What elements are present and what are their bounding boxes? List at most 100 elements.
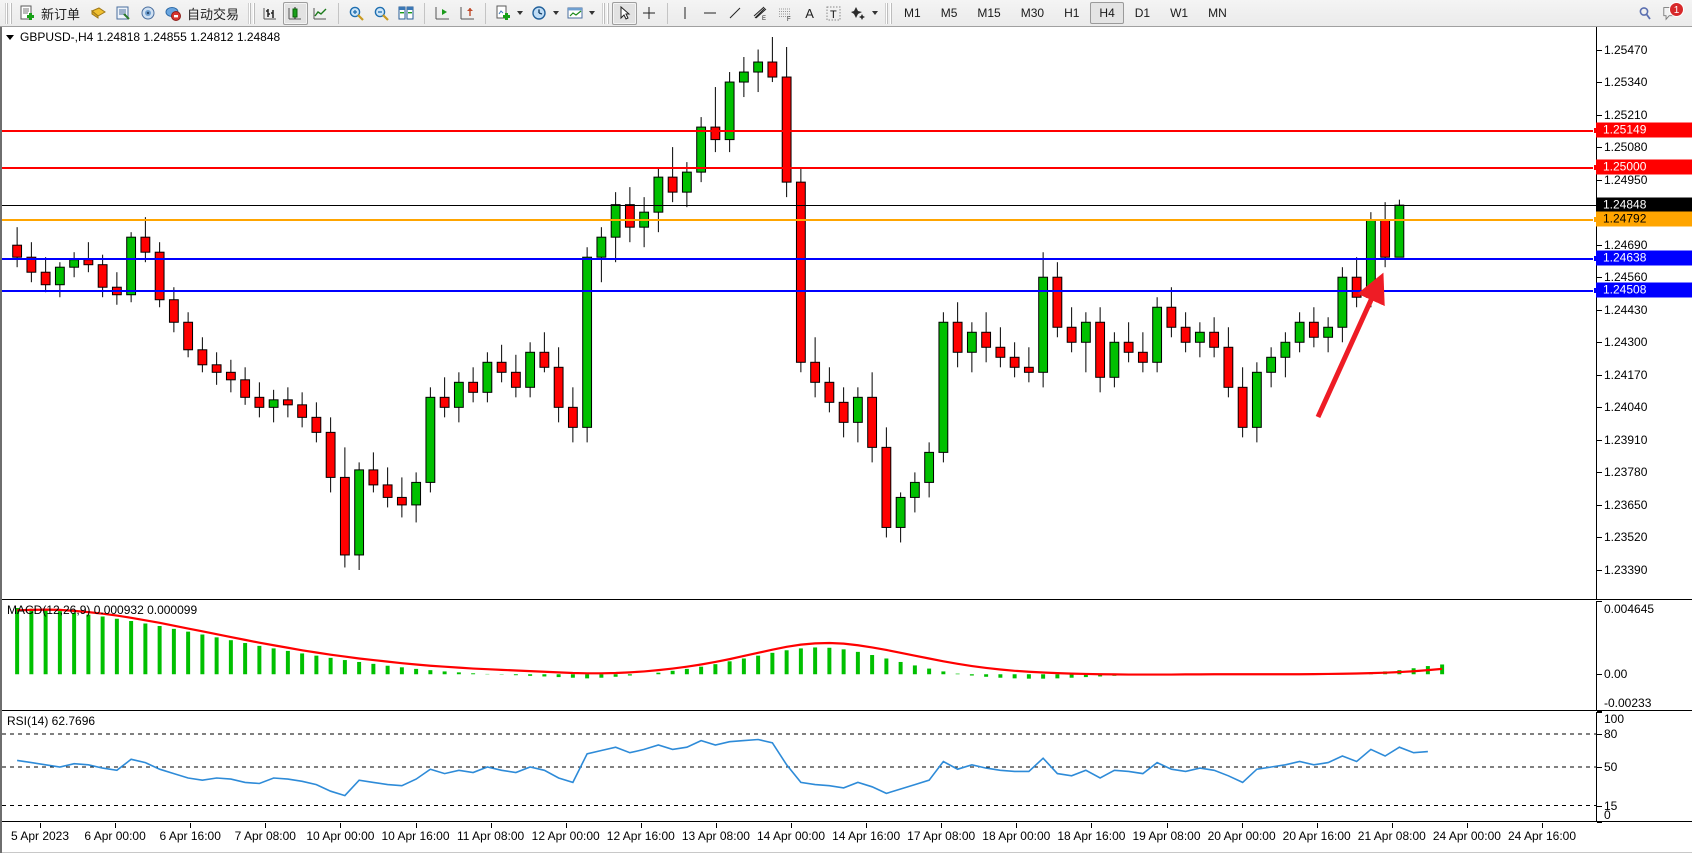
templates-button[interactable] — [563, 2, 599, 25]
time-tick — [265, 823, 267, 828]
templates-dropdown-arrow[interactable] — [589, 11, 596, 15]
horizontal-line-button[interactable] — [698, 2, 723, 25]
macd-series — [15, 608, 1445, 679]
text-label-icon: T — [826, 6, 841, 21]
search-button[interactable] — [1633, 2, 1658, 25]
macd-pane[interactable]: MACD(12,26,9) 0.000932 0.000099 0.004645… — [2, 601, 1692, 712]
toolbar-grip-lines[interactable] — [602, 2, 610, 24]
shapes-dropdown-arrow[interactable] — [872, 11, 879, 15]
level-line-handle[interactable] — [1593, 126, 1596, 134]
timeframe-button-h1[interactable]: H1 — [1064, 6, 1080, 20]
rsi-tick — [1597, 712, 1602, 713]
navigator-button[interactable] — [136, 2, 161, 25]
price-tick-label: 1.24430 — [1604, 302, 1648, 317]
price-tick-label: 1.24300 — [1604, 335, 1648, 350]
macd-axis[interactable]: 0.004645 0.00 -0.00233 — [1596, 601, 1692, 712]
price-tick — [1597, 179, 1602, 181]
period-dropdown-arrow[interactable] — [553, 11, 560, 15]
price-axis[interactable]: 1.25470 1.25340 1.25210 1.25080 1.24950 1.248… — [1596, 27, 1692, 599]
data-window-button[interactable] — [111, 2, 136, 25]
auto-trading-button[interactable]: 自动交易 — [161, 2, 245, 25]
toolbar-grip-periods[interactable] — [885, 2, 893, 24]
toolbar-grip-standard[interactable] — [5, 2, 12, 24]
level-line-handle[interactable] — [1593, 216, 1596, 224]
toolbar-grip-charts[interactable] — [248, 2, 256, 24]
toolbar-separator-1 — [338, 2, 340, 24]
time-tick — [1091, 823, 1093, 828]
shapes-button[interactable] — [846, 2, 882, 25]
text-label-button[interactable]: T — [821, 2, 846, 25]
timeframe-button-h4[interactable]: H4 — [1090, 2, 1124, 24]
expert-advisor-icon — [91, 6, 106, 19]
macd-tick — [1597, 601, 1602, 602]
timeframe-group: M1 M5 M15 M30 H1 H4 D1 W1 MN — [895, 2, 1236, 24]
timeframe-button-m30[interactable]: M30 — [1020, 6, 1045, 20]
alerts-button[interactable]: 1 — [1658, 2, 1684, 24]
cursor-button[interactable] — [612, 1, 638, 25]
auto-trading-icon — [165, 6, 182, 21]
timeframe-button-d1[interactable]: D1 — [1134, 6, 1151, 20]
new-order-label: 新订单 — [41, 6, 81, 22]
macd-plot-area[interactable] — [2, 601, 1596, 710]
time-tick-label: 19 Apr 08:00 — [1132, 829, 1201, 843]
trendline-button[interactable] — [723, 2, 748, 25]
price-tick — [1597, 82, 1602, 84]
period-button[interactable] — [527, 2, 563, 25]
zoom-out-button[interactable] — [369, 2, 394, 25]
price-tick-label: 1.23520 — [1604, 530, 1648, 545]
time-tick — [1316, 823, 1318, 828]
zoom-in-button[interactable] — [344, 2, 369, 25]
macd-tick — [1597, 674, 1602, 676]
tile-windows-button[interactable] — [394, 2, 419, 25]
new-chart-dropdown-arrow[interactable] — [517, 11, 524, 15]
macd-tick-label: 0.00 — [1604, 667, 1628, 682]
chart-shift-button[interactable] — [430, 2, 455, 25]
candlestick-chart-button[interactable] — [283, 1, 309, 25]
bar-chart-button[interactable] — [258, 2, 283, 25]
rsi-label: RSI(14) 62.7696 — [7, 714, 96, 728]
rsi-pane[interactable]: RSI(14) 62.7696 100 80 50 15 0 — [2, 712, 1692, 823]
rsi-tick-label: 100 — [1604, 712, 1625, 726]
new-chart-icon — [496, 5, 511, 20]
equidistant-channel-button[interactable]: E — [748, 2, 773, 25]
chart-window[interactable]: GBPUSD-,H4 1.24818 1.24855 1.24812 1.248… — [0, 27, 1692, 853]
time-tick-label: 18 Apr 00:00 — [982, 829, 1051, 843]
text-button[interactable]: A — [798, 2, 821, 25]
text-icon: A — [805, 5, 814, 21]
time-tick-label: 10 Apr 16:00 — [381, 829, 450, 843]
chart-menu-arrow-icon[interactable] — [6, 34, 14, 40]
time-tick-label: 24 Apr 16:00 — [1507, 829, 1577, 843]
auto-scroll-button[interactable] — [455, 2, 480, 25]
rsi-plot-area[interactable] — [2, 712, 1596, 821]
vertical-line-button[interactable] — [673, 2, 698, 25]
price-tick — [1597, 407, 1602, 409]
rsi-tick-label: 0 — [1604, 808, 1611, 822]
level-line-handle[interactable] — [1593, 164, 1596, 172]
new-chart-button[interactable] — [491, 2, 527, 25]
timeframe-button-m1[interactable]: M1 — [904, 6, 921, 20]
new-order-button[interactable]: 新订单 — [15, 2, 86, 25]
time-tick-label: 24 Apr 00:00 — [1432, 829, 1501, 843]
time-tick-label: 20 Apr 16:00 — [1282, 829, 1351, 843]
fibonacci-button[interactable]: F — [773, 2, 798, 25]
time-axis[interactable]: 5 Apr 2023 6 Apr 00:00 6 Apr 16:00 7 Apr 08… — [2, 823, 1692, 853]
timeframe-button-m5[interactable]: M5 — [940, 6, 958, 20]
timeframe-button-m15[interactable]: M15 — [977, 6, 1001, 20]
crosshair-button[interactable] — [637, 2, 662, 25]
time-tick-label: 7 Apr 08:00 — [234, 829, 296, 843]
expert-advisor-button[interactable] — [86, 2, 111, 25]
data-window-icon — [116, 6, 130, 20]
level-line-handle[interactable] — [1593, 254, 1596, 262]
price-plot-area[interactable] — [2, 27, 1596, 599]
timeframe-button-w1[interactable]: W1 — [1170, 6, 1189, 20]
toolbar-separator-3 — [485, 2, 487, 24]
timeframe-button-mn[interactable]: MN — [1208, 6, 1227, 20]
price-pane[interactable]: 1.25470 1.25340 1.25210 1.25080 1.24950 1.248… — [2, 27, 1692, 600]
line-chart-button[interactable] — [308, 2, 333, 25]
price-tick-label: 1.23780 — [1604, 465, 1648, 480]
svg-text:F: F — [787, 17, 791, 22]
price-badge-support-lower: 1.24508 — [1596, 282, 1692, 298]
price-tick — [1597, 147, 1602, 149]
level-line-handle[interactable] — [1593, 287, 1596, 295]
rsi-axis[interactable]: 100 80 50 15 0 — [1596, 712, 1692, 823]
